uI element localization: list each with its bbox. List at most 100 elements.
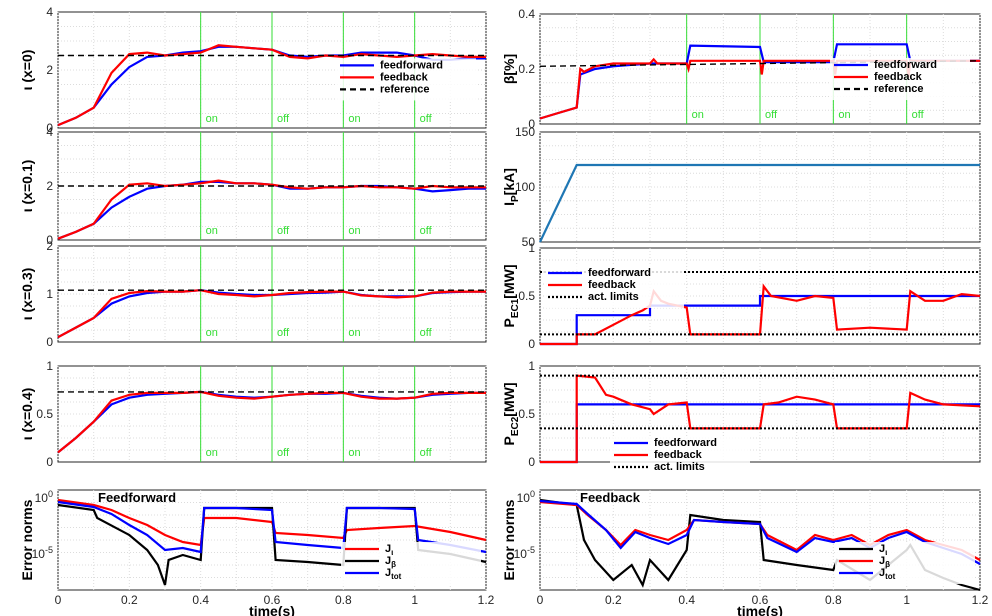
x-tick-label: 1.2: [972, 593, 989, 607]
x-axis-label: time(s): [249, 603, 295, 616]
series-line-feedback: [57, 44, 486, 127]
y-tick-label: 0: [528, 117, 535, 131]
event-label: off: [277, 225, 290, 237]
legend-label: Jι: [879, 543, 887, 557]
panel-p4: on off on off 0 0.5 1 ι (x=0.4): [19, 359, 487, 469]
legend-label: Jι: [385, 543, 393, 557]
y-tick-label: 2: [46, 179, 53, 193]
legend-label: reference: [380, 83, 430, 95]
x-axis-label: time(s): [737, 603, 783, 616]
x-tick-label: 1: [903, 593, 910, 607]
y-axis-label: β[%]: [501, 54, 517, 84]
panel-p7: 50 100 150 IP[kA]: [501, 125, 981, 249]
x-tick-label: 0.4: [192, 593, 209, 607]
y-axis-label: Error norms: [501, 499, 517, 580]
event-label: on: [348, 327, 360, 339]
event-label: off: [420, 113, 433, 125]
legend-label: feedback: [654, 449, 703, 461]
y-axis-label: ι (x=0): [19, 50, 35, 91]
y-tick-label: 150: [515, 125, 535, 139]
series-line-j-tot: [57, 500, 487, 554]
x-tick-label: 0.2: [121, 593, 138, 607]
x-tick-label: 0.8: [335, 593, 352, 607]
y-tick-label: 1: [46, 287, 53, 301]
legend-label: feedback: [380, 71, 429, 83]
y-axis-label: ι (x=0.3): [19, 268, 35, 321]
series-line-reference: [539, 60, 981, 67]
legend-label: Jβ: [385, 555, 396, 569]
y-axis-label: ι (x=0.1): [19, 160, 35, 213]
panel-title: Feedforward: [98, 490, 176, 505]
event-label: off: [765, 109, 778, 121]
panel-p2: on off on off 0 2 4 ι (x=0.1): [19, 125, 487, 247]
event-label: off: [420, 327, 433, 339]
y-tick-label: 0.2: [518, 62, 535, 76]
y-tick-label: 0: [528, 337, 535, 351]
y-axis-label: PEC1[MW]: [501, 265, 521, 328]
event-label: off: [420, 225, 433, 237]
event-label: off: [277, 113, 290, 125]
y-tick-label: 100: [517, 489, 535, 505]
y-tick-label: 0.5: [518, 407, 535, 421]
x-tick-label: 0: [537, 593, 544, 607]
y-tick-label: 10-5: [32, 545, 53, 561]
y-axis-label: Error norms: [19, 499, 35, 580]
event-label: on: [348, 113, 360, 125]
series-line-ip: [539, 163, 980, 243]
legend-label: feedback: [874, 71, 923, 83]
y-axis-label: PEC2[MW]: [501, 383, 521, 446]
event-label: on: [692, 109, 704, 121]
legend-label: feedforward: [380, 59, 443, 71]
panel-p6: on off on off 0 0.2 0.4 β[%] feedforwardfeedback…: [501, 7, 981, 131]
y-tick-label: 0: [46, 233, 53, 247]
y-tick-label: 0: [46, 455, 53, 469]
x-tick-label: 0.8: [825, 593, 842, 607]
legend-label: Jβ: [879, 555, 890, 569]
event-label: on: [838, 109, 850, 121]
y-tick-label: 4: [46, 5, 53, 19]
legend-label: feedback: [588, 279, 637, 291]
y-tick-label: 0: [46, 335, 53, 349]
event-label: on: [206, 447, 218, 459]
y-tick-label: 0.5: [36, 407, 53, 421]
legend-label: Jtot: [879, 567, 896, 581]
y-tick-label: 1: [528, 241, 535, 255]
y-tick-label: 10-5: [514, 545, 535, 561]
series-line-feedback: [57, 390, 486, 454]
y-axis-label: IP[kA]: [501, 168, 521, 206]
panel-title: Feedback: [580, 490, 641, 505]
y-tick-label: 100: [515, 180, 535, 194]
series-line-feedback: [57, 179, 486, 240]
x-tick-label: 0.6: [752, 593, 769, 607]
panel-p1: on off on off 0 2 4 ι (x=0) feedforwardfeedbackr…: [19, 5, 487, 135]
event-label: off: [420, 447, 433, 459]
y-tick-label: 1: [528, 359, 535, 373]
legend-label: feedforward: [654, 437, 717, 449]
series-line-j-: [57, 498, 487, 547]
y-tick-label: 0: [46, 121, 53, 135]
panel-p10: 100 10-5 0 0.2 0.4 0.6 0.8 1 1.2 time(s) Error nor…: [501, 489, 989, 616]
series-line-j-tot: [539, 499, 981, 565]
x-tick-label: 0.4: [678, 593, 695, 607]
y-tick-label: 0: [528, 455, 535, 469]
event-label: on: [348, 447, 360, 459]
legend-label: feedforward: [588, 267, 651, 279]
panel-p5: 100 10-5 0 0.2 0.4 0.6 0.8 1 1.2 time(s) Error nor…: [19, 489, 495, 616]
x-tick-label: 0: [55, 593, 62, 607]
y-tick-label: 0.4: [518, 7, 535, 21]
event-label: off: [277, 447, 290, 459]
y-tick-label: 2: [46, 63, 53, 77]
y-axis-label: ι (x=0.4): [19, 388, 35, 441]
event-label: on: [206, 113, 218, 125]
y-tick-label: 4: [46, 125, 53, 139]
x-tick-label: 0.6: [264, 593, 281, 607]
x-tick-label: 1: [411, 593, 418, 607]
